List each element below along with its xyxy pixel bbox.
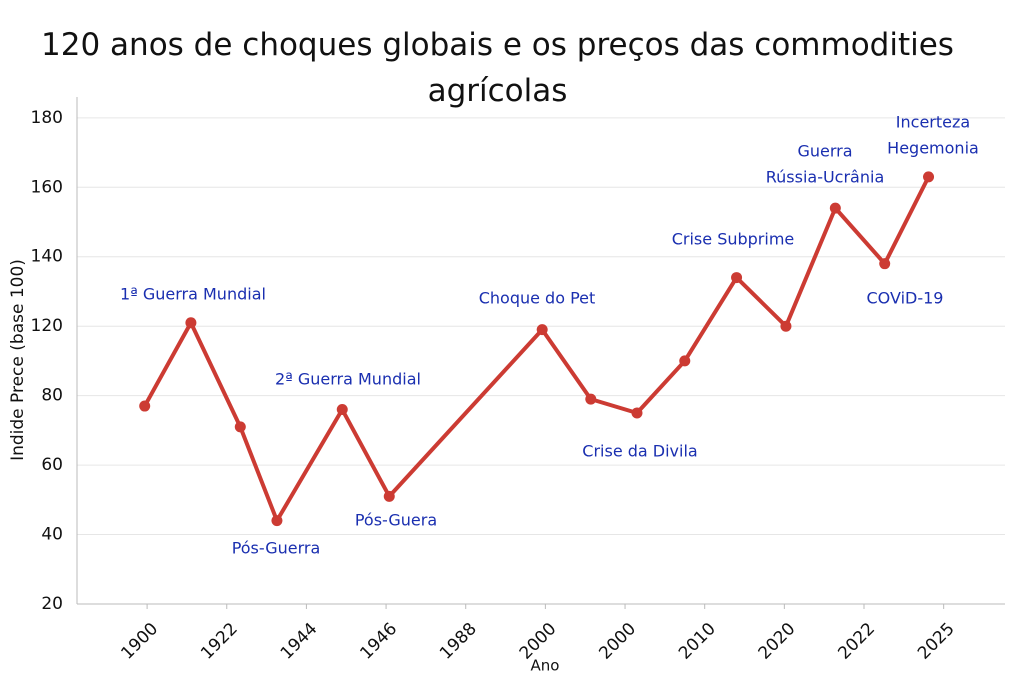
y-tick-label: 120 [31,316,63,336]
point [631,407,643,419]
x-tick-label: 1944 [277,619,322,664]
point [536,324,548,336]
annotation: Rússia-Ucrânia [766,168,885,187]
point [139,400,151,412]
annotation: Choque do Pet [479,289,596,308]
x-tick-label: 2000 [595,619,640,664]
x-tick-label: 2010 [675,619,720,664]
annotation: Hegemonia [887,139,979,158]
point [383,490,395,502]
y-tick-label: 160 [31,177,63,197]
point [679,355,691,367]
y-axis-label: Indide Prece (base 100) [8,259,28,461]
x-tick-label: 1988 [436,619,481,664]
y-tick-label: 140 [31,247,63,267]
x-tick-label: 2020 [755,619,800,664]
annotation: 2ª Guerra Mundial [275,370,421,389]
point [271,515,283,527]
point [234,421,246,433]
x-tick-label: 1922 [197,619,242,664]
annotation: COViD-19 [867,289,944,308]
y-tick-label: 180 [31,108,63,128]
annotation: Pós-Guera [355,511,437,530]
point [879,258,891,270]
y-tick-label: 60 [41,455,63,475]
point [829,202,841,214]
line [142,175,931,523]
annotation: Incerteza [896,113,970,132]
annotation: Pós-Guerra [232,539,321,558]
point [731,272,743,284]
x-tick-label: 2022 [834,619,879,664]
point [585,393,597,405]
annotation: Crise da Divila [582,442,697,461]
annotation: Crise Subprime [672,230,795,249]
point [336,404,348,416]
y-tick-label: 40 [41,525,63,545]
point [780,320,792,332]
x-tick-label: 1946 [356,619,401,664]
x-axis-label: Ano [531,657,560,675]
point [923,171,935,183]
chart-title: 120 anos de choques globais e os preços … [41,27,954,109]
x-tick-label: 2025 [914,619,959,664]
y-tick-label: 80 [41,386,63,406]
annotation: Guerra [797,142,852,161]
annotation: 1ª Guerra Mundial [120,285,266,304]
point [185,317,197,329]
y-tick-label: 20 [41,594,63,614]
x-tick-label: 1900 [117,619,162,664]
